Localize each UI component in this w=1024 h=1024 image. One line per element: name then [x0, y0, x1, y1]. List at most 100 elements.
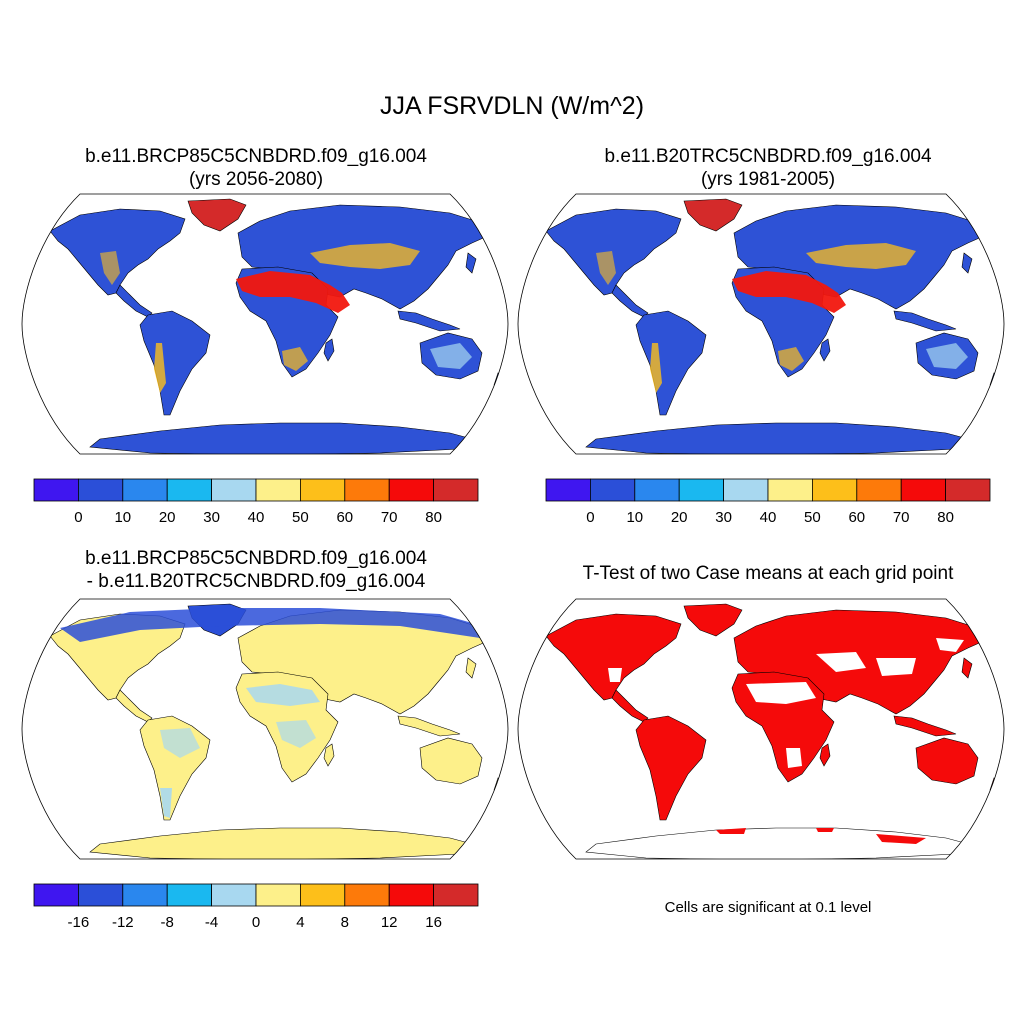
- colorbar-diff-swatch: [211, 883, 257, 907]
- panel-title-case2: b.e11.B20TRC5CNBDRD.f09_g16.004 (yrs 198…: [512, 145, 1024, 191]
- land-newZealand: [493, 372, 505, 390]
- land-northAmerica: [49, 208, 186, 296]
- central-asia-warm: [310, 243, 420, 269]
- colorbar-diff-swatch: [122, 883, 168, 907]
- case1-years: (yrs 2056-2080): [188, 169, 324, 190]
- colorbar-case2-swatch: [545, 478, 591, 502]
- land-indonesia: [397, 310, 461, 332]
- land-centralAmerica: [115, 689, 153, 723]
- colorbar-case2-swatch: [945, 478, 991, 502]
- signif-australia: [915, 737, 979, 785]
- antarctica-signif-cell: [716, 828, 746, 834]
- land-indonesia: [893, 310, 957, 332]
- colorbar-case2-tick-label: 10: [626, 509, 643, 526]
- kalahari-warm: [778, 347, 804, 371]
- colorbar-diff-tick-label: 8: [341, 914, 349, 931]
- colorbar-case1-tick-label: 60: [336, 509, 353, 526]
- colorbar-case1-tick-label: 40: [248, 509, 265, 526]
- colorbar-diff-tick-label: 0: [252, 914, 260, 931]
- andes-warm: [650, 343, 662, 393]
- colorbar-case1-tick-label: 50: [292, 509, 309, 526]
- colorbar-diff-swatch: [344, 883, 390, 907]
- colorbar-diff: -16 -12 -8 -4 0 4 8 12 16: [33, 883, 479, 931]
- land-australia: [419, 737, 483, 785]
- colorbar-case2-tick-label: 80: [937, 509, 954, 526]
- amazon-cool: [160, 728, 200, 758]
- map-border: [21, 193, 509, 455]
- colorbar-case2-tick-label: 60: [848, 509, 865, 526]
- panel-title-ttest: T-Test of two Case means at each grid po…: [582, 563, 954, 584]
- colorbar-case1-tick-label: 10: [114, 509, 131, 526]
- colorbar-diff-swatch: [299, 883, 346, 907]
- land-newZealand: [989, 372, 1001, 390]
- land-centralAmerica: [611, 284, 649, 318]
- antarctica-signif-cell: [876, 834, 926, 844]
- colorbar-case1-tick-label: 0: [74, 509, 82, 526]
- signif-japan: [961, 657, 973, 679]
- colorbar-case2-tick-label: 30: [715, 509, 732, 526]
- colorbar-diff-tick-label: -12: [112, 914, 134, 931]
- colorbar-diff-tick-label: 12: [381, 914, 398, 931]
- map-case2: [517, 193, 1005, 455]
- colorbar-case1-swatch: [78, 478, 124, 502]
- colorbar-diff-swatch: [166, 883, 212, 907]
- arctic-cool: [60, 608, 490, 642]
- signif-newZealand: [989, 777, 1001, 795]
- colorbar-diff-tick-label: -4: [205, 914, 218, 931]
- colorbar-case2-swatch: [767, 478, 813, 502]
- colorbar-case2-swatch: [900, 478, 947, 502]
- signif-madagascar: [819, 743, 831, 767]
- land-antarctica: [89, 422, 481, 454]
- nonsignif-area: [786, 748, 802, 768]
- map-diff: [21, 598, 509, 860]
- colorbar-diff-swatch: [78, 883, 124, 907]
- diff-case2-name: - b.e11.B20TRC5CNBDRD.f09_g16.004: [86, 571, 426, 592]
- nonsignif-area: [936, 638, 964, 652]
- signif-northAmerica: [545, 613, 682, 701]
- colorbar-case1: 0 10 20 30 40 50 60 70 80: [33, 478, 479, 526]
- colorbar-case2-tick-label: 0: [586, 509, 594, 526]
- colorbar-case2-swatch: [723, 478, 769, 502]
- sahara-arabia-hot: [732, 271, 846, 313]
- map-border: [517, 193, 1005, 455]
- colorbar-case1-swatch: [388, 478, 435, 502]
- australia-warm: [926, 343, 968, 369]
- colorbar-case2-swatch: [590, 478, 636, 502]
- land-japan: [465, 657, 477, 679]
- colorbar-case2-swatch: [811, 478, 858, 502]
- andes-warm: [154, 343, 166, 393]
- map-case1: [21, 193, 509, 455]
- colorbar-case2: 0 10 20 30 40 50 60 70 80: [545, 478, 991, 526]
- case2-name: b.e11.B20TRC5CNBDRD.f09_g16.004: [604, 146, 932, 167]
- land-antarctica: [585, 422, 977, 454]
- diff-case1-name: b.e11.BRCP85C5CNBDRD.f09_g16.004: [85, 548, 427, 569]
- signif-indonesia: [893, 715, 957, 737]
- significance-note: Cells are significant at 0.1 level: [664, 899, 872, 916]
- sahara-arabia-hot: [236, 271, 350, 313]
- nonsignif-area: [746, 682, 816, 704]
- figure-title: JJA FSRVDLN (W/m^2): [379, 92, 645, 120]
- kalahari-warm: [282, 347, 308, 371]
- land-japan: [961, 252, 973, 274]
- panel-title-case1: b.e11.BRCP85C5CNBDRD.f09_g16.004 (yrs 20…: [0, 145, 512, 191]
- land-greenland: [683, 198, 743, 232]
- colorbar-diff-tick-label: 4: [296, 914, 304, 931]
- case2-years: (yrs 1981-2005): [700, 169, 836, 190]
- colorbar-case2-swatch: [678, 478, 724, 502]
- colorbar-diff-swatch: [255, 883, 301, 907]
- land-madagascar: [323, 743, 335, 767]
- land-antarctica: [89, 827, 481, 859]
- nonsignif-area: [876, 658, 916, 676]
- land-madagascar: [819, 338, 831, 362]
- colorbar-case2-tick-label: 20: [671, 509, 688, 526]
- land-madagascar: [323, 338, 335, 362]
- case1-name: b.e11.BRCP85C5CNBDRD.f09_g16.004: [85, 146, 427, 167]
- map-border: [21, 598, 509, 860]
- land-centralAmerica: [115, 284, 153, 318]
- panel-title-diff: b.e11.BRCP85C5CNBDRD.f09_g16.004 - b.e11…: [0, 547, 512, 593]
- antarctica-signif-cell: [816, 828, 834, 832]
- nonsignif-area: [608, 668, 622, 682]
- nonsignif-area: [816, 652, 866, 672]
- colorbar-case1-tick-label: 20: [159, 509, 176, 526]
- land-japan: [465, 252, 477, 274]
